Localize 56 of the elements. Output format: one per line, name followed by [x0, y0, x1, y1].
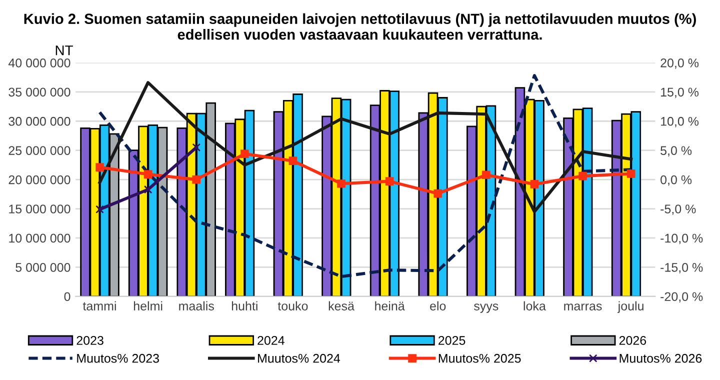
point: [144, 170, 152, 178]
y2-tick-label: 20,0 %: [660, 58, 699, 69]
point: [192, 175, 201, 184]
legend-label: Muutos% 2026: [620, 354, 702, 363]
y2-tick-label: 5,0 %: [660, 146, 692, 156]
y2-tick-label: -5,0 %: [660, 204, 696, 215]
point: [626, 170, 636, 178]
y2-tick-label: 15,0 %: [661, 88, 699, 98]
point: [96, 163, 104, 172]
x-tick-label: elo: [430, 301, 446, 310]
y2-tick-label: -15,0 %: [660, 262, 703, 274]
point: [240, 150, 249, 158]
point: [385, 177, 394, 186]
x-tick-label: heinä: [375, 301, 405, 310]
y2-tick-label: -10,0 %: [660, 234, 703, 244]
chart-title: Kuvio 2. Suomen satamiin saapuneiden laivojen nettotilavuus (NT) ja nettotilavuuden muutos (%) edellisen vuoden vastaavaan kuukauteen verrattuna.: [24, 13, 696, 40]
y-tick-label: 40 000 000: [8, 58, 70, 68]
y-tick-label: 0: [64, 292, 70, 302]
y-tick-label: 5 000 000: [16, 262, 70, 272]
y-tick-label: 15 000 000: [9, 204, 70, 214]
legend-label: 2026: [619, 336, 646, 345]
legend-label: Muutos% 2025: [438, 354, 521, 363]
y-tick-label: 10 000 000: [9, 234, 70, 243]
y-tick-label: 35 000 000: [8, 88, 70, 97]
point: [96, 205, 104, 214]
point: [578, 172, 587, 180]
y-axis-title: NT: [56, 46, 73, 56]
y-tick-label: 25 000 000: [8, 146, 70, 155]
legend-label: Muutos% 2024: [258, 354, 340, 363]
legend-label: Muutos% 2023: [77, 354, 159, 363]
y-tick-label: 20 000 000: [8, 175, 70, 184]
x-tick-label: tammi: [82, 301, 116, 310]
legend-label: 2024: [258, 336, 284, 345]
x-tick-label: maalis: [179, 301, 214, 310]
point: [192, 143, 201, 152]
x-tick-label: loka: [524, 301, 546, 310]
point: [337, 179, 346, 188]
y2-tick-label: -20,0 %: [660, 292, 703, 303]
x-tick-label: kesä: [328, 301, 354, 310]
x-tick-label: huhti: [232, 301, 258, 310]
legend-label: 2023: [76, 336, 104, 345]
x-tick-label: marras: [564, 304, 602, 310]
point: [144, 185, 152, 194]
y2-tick-label: 10,0 %: [661, 116, 699, 128]
point: [482, 170, 490, 180]
x-tick-label: touko: [278, 301, 308, 310]
x-tick-label: helmi: [134, 301, 162, 310]
legend-label: 2025: [438, 336, 466, 345]
x-tick-label: joulu: [618, 301, 644, 313]
y2-tick-label: 0,0 %: [660, 175, 692, 186]
line-series: [98, 81, 633, 214]
point: [434, 189, 442, 198]
point: [288, 156, 298, 166]
x-tick-label: syys: [474, 304, 498, 313]
y-tick-label: 30 000 000: [8, 116, 70, 126]
point: [530, 180, 539, 188]
